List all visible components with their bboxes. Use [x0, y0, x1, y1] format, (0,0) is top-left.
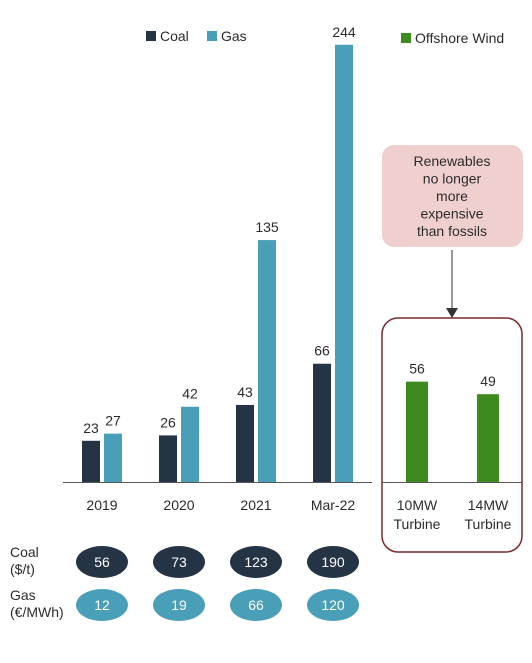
x-tick-wind-14mw-line-2: Turbine — [465, 516, 512, 532]
data-label-gas-2020: 42 — [182, 386, 198, 402]
price-value-coal-1: 73 — [171, 554, 187, 570]
bar-wind-14mw — [477, 394, 499, 482]
legend: Coal Gas Offshore Wind — [146, 28, 504, 46]
legend-label-gas: Gas — [221, 28, 247, 44]
legend-swatch-gas — [207, 31, 217, 41]
data-label-gas-2021: 135 — [255, 219, 279, 235]
x-tick-wind-14mw-line-1: 14MW — [468, 497, 509, 513]
x-tick-2021: 2021 — [240, 497, 271, 513]
price-pill-coal-0 — [76, 546, 128, 578]
data-label-coal-2019: 23 — [83, 420, 99, 436]
bar-coal-mar-22 — [313, 363, 331, 482]
price-value-coal-0: 56 — [94, 554, 110, 570]
legend-swatch-offshore-wind — [401, 33, 411, 43]
data-label-wind-14mw: 49 — [480, 373, 496, 389]
data-label-coal-2021: 43 — [237, 384, 253, 400]
row-label-coal-line-1: Coal — [10, 544, 39, 560]
callout-line-1: Renewables — [413, 153, 490, 169]
price-value-coal-2: 123 — [244, 554, 268, 570]
x-tick-2020: 2020 — [163, 497, 194, 513]
data-label-coal-2020: 26 — [160, 414, 176, 430]
data-label-gas-2019: 27 — [105, 413, 121, 429]
price-pill-coal-2 — [230, 546, 282, 578]
bar-gas-2021 — [258, 240, 276, 482]
bar-gas-mar-22 — [335, 44, 353, 482]
bar-coal-2021 — [236, 404, 254, 482]
data-label-gas-mar-22: 244 — [332, 24, 356, 40]
legend-label-offshore-wind: Offshore Wind — [415, 30, 504, 46]
row-label-coal-line-2: ($/t) — [10, 561, 35, 577]
bar-coal-2019 — [82, 440, 100, 482]
price-pill-gas-2 — [230, 589, 282, 621]
callout-box — [382, 145, 523, 247]
fossil-price-chart: 23 26 43 66 27 42 135 244 2019 2020 2021 Mar-22 — [63, 24, 372, 513]
price-value-gas-2: 66 — [248, 597, 264, 613]
price-pill-gas-3 — [307, 589, 359, 621]
callout-line-5: than fossils — [417, 223, 487, 239]
price-pill-gas-0 — [76, 589, 128, 621]
x-tick-mar-22: Mar-22 — [311, 497, 356, 513]
callout-line-2: no longer — [423, 171, 482, 187]
price-value-gas-3: 120 — [321, 597, 345, 613]
offshore-wind-chart: 56 49 10MW Turbine 14MW Turbine — [381, 317, 523, 553]
bar-wind-10mw — [406, 381, 428, 482]
price-pill-coal-1 — [153, 546, 205, 578]
price-pill-gas-1 — [153, 589, 205, 621]
legend-label-coal: Coal — [160, 28, 189, 44]
bar-gas-2019 — [104, 433, 122, 482]
callout-line-4: expensive — [420, 206, 483, 222]
callout-line-3: more — [436, 188, 468, 204]
data-label-wind-10mw: 56 — [409, 361, 425, 377]
price-value-coal-3: 190 — [321, 554, 345, 570]
callout-arrow-head — [446, 308, 458, 318]
legend-swatch-coal — [146, 31, 156, 41]
x-tick-wind-10mw-line-2: Turbine — [394, 516, 441, 532]
row-label-gas-line-2: (€/MWh) — [10, 604, 64, 620]
bar-gas-2020 — [181, 406, 199, 482]
x-tick-2019: 2019 — [86, 497, 117, 513]
bar-coal-2020 — [159, 435, 177, 482]
data-label-coal-mar-22: 66 — [314, 343, 330, 359]
price-value-gas-1: 19 — [171, 597, 187, 613]
price-table: Coal($/t) 56 73 123 190 Gas(€/MWh) 12 19 66 120 — [10, 544, 359, 621]
row-label-gas-line-1: Gas — [10, 587, 36, 603]
price-pill-coal-3 — [307, 546, 359, 578]
price-value-gas-0: 12 — [94, 597, 110, 613]
x-tick-wind-10mw-line-1: 10MW — [397, 497, 438, 513]
